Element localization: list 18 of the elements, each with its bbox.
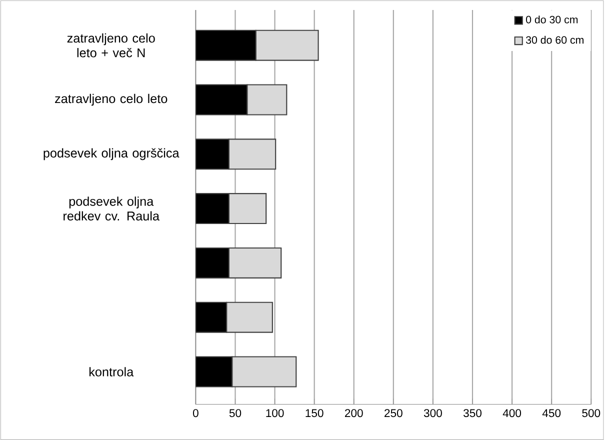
y-tick-label: zatravljeno celo leto: [55, 94, 168, 106]
x-tick-label: 400: [502, 408, 522, 417]
x-tick-label: 50: [229, 408, 242, 417]
x-tick-label: 450: [542, 408, 561, 417]
legend-label: 30 do 60 cm: [526, 36, 584, 44]
x-tick-label: 350: [464, 408, 482, 417]
y-tick-label: zatravljeno celo leto + več N: [67, 33, 155, 58]
x-tick-label: 500: [582, 408, 600, 417]
y-tick-label: kontrola: [89, 366, 134, 376]
legend-label: 0 do 30 cm: [526, 15, 578, 24]
x-tick-label: 250: [384, 408, 402, 417]
x-tick-label: 300: [424, 408, 442, 417]
x-tick-label: 150: [306, 408, 324, 417]
x-tick-label: 0: [193, 408, 198, 417]
y-tick-label: podsevek oljna ogrščica: [44, 148, 180, 160]
x-tick-label: 100: [266, 408, 284, 417]
y-tick-label: podsevek oljna redkev cv. Raula: [64, 196, 160, 220]
x-tick-label: 200: [345, 408, 363, 417]
